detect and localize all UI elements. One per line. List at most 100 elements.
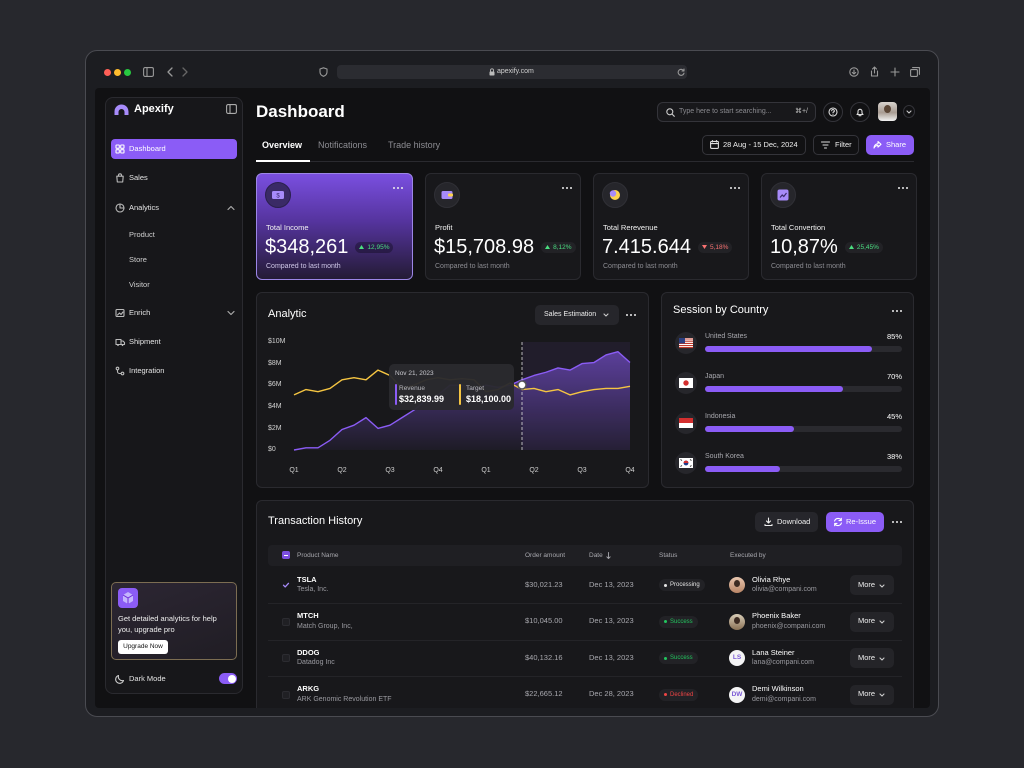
menu-dot (892, 521, 895, 524)
search-icon (666, 108, 675, 117)
status-dot (664, 656, 667, 660)
nav-item[interactable]: Analytics (129, 202, 160, 212)
hover-dot (517, 380, 527, 390)
bell-icon (856, 108, 864, 117)
analytic-dropdown[interactable] (535, 305, 619, 325)
dropdown-chevron (603, 313, 609, 317)
share-icon (873, 140, 882, 149)
flag (679, 378, 693, 388)
flag-part (679, 418, 693, 423)
stat-note: Compared to last month (435, 263, 510, 271)
x-tick-label: Q4 (625, 467, 635, 475)
upgrade-text: Get detailed analytics for help you, upg… (118, 614, 217, 634)
nav-item[interactable]: Sales (129, 172, 148, 182)
checkbox-dash (284, 554, 288, 556)
back-icon-part (167, 67, 173, 77)
back-icon (167, 67, 173, 77)
country-value: 45% (886, 411, 902, 421)
more-button[interactable] (850, 684, 894, 705)
analytic-dropdown-label: Sales Estimation (544, 311, 597, 319)
search-box[interactable] (657, 102, 816, 122)
stat-change-value: 25,45% (856, 243, 879, 251)
share-icon-part (873, 140, 882, 149)
stat-icon-part (272, 191, 284, 199)
download-button[interactable] (755, 512, 818, 532)
stat-value: 10,87% (770, 236, 838, 258)
row-checkbox[interactable] (282, 690, 290, 699)
executor-name: Olivia Rhye (752, 574, 791, 584)
nav-item[interactable]: Shipment (129, 336, 161, 346)
tab[interactable]: Notifications (318, 139, 368, 150)
upgrade-button[interactable]: Upgrade Now (118, 640, 168, 654)
stat-label: Total Rerevenue (603, 222, 658, 232)
stat-icon-part (609, 190, 617, 197)
forward-icon (182, 67, 188, 77)
status-label: Processing (670, 582, 700, 588)
nav-item[interactable]: Product (129, 229, 155, 239)
trend-arrow (359, 245, 365, 249)
help-button[interactable] (823, 102, 843, 122)
calendar-icon-part (710, 139, 719, 145)
sort-icon-part (606, 552, 611, 559)
nav-icon-part (116, 369, 122, 375)
country-name: United States (705, 333, 748, 341)
help-icon-part (831, 108, 835, 114)
bar (705, 466, 780, 472)
country-value: 38% (886, 451, 902, 461)
more-button[interactable] (850, 648, 894, 668)
window-button[interactable] (114, 69, 121, 76)
tab-underline (256, 159, 310, 162)
date-range-button[interactable] (702, 135, 806, 155)
nav-icon-part (115, 308, 125, 318)
upgrade-icon-part (122, 594, 134, 604)
menu-dot (734, 187, 737, 190)
filter-label: Filter (835, 139, 852, 149)
row-checkbox[interactable] (282, 617, 290, 626)
filter-icon-part (820, 141, 831, 149)
row-checkbox[interactable] (282, 654, 290, 662)
nav-item[interactable]: Enrich (129, 307, 151, 317)
flag-part (680, 459, 692, 467)
window-button[interactable] (104, 69, 111, 76)
lock-icon (489, 68, 495, 76)
new-tab-icon (890, 67, 900, 77)
notification-button[interactable] (850, 102, 870, 122)
tab[interactable]: Overview (262, 139, 303, 150)
status-pill: Success (659, 615, 698, 628)
flag (679, 458, 693, 468)
nav-icon-part (121, 344, 124, 347)
stat-label: Total Convertion (771, 222, 826, 232)
account-menu[interactable] (903, 105, 915, 118)
upgrade-button-label: Upgrade Now (123, 643, 163, 651)
flag (679, 418, 693, 428)
menu-dot (630, 314, 633, 317)
stat-change: 25,45% (844, 241, 883, 253)
nav-item[interactable]: Dashboard (129, 143, 166, 153)
reissue-button[interactable] (826, 512, 884, 532)
nav-item[interactable]: Store (129, 254, 147, 264)
nav-icon (115, 308, 125, 318)
stat-change-value: 5,18% (709, 243, 729, 251)
nav-item[interactable]: Visitor (129, 279, 150, 289)
menu-dot (397, 187, 400, 190)
tab[interactable]: Trade history (388, 139, 441, 150)
search-shortcut: ⌘+/ (794, 108, 808, 116)
filter-button[interactable] (813, 135, 859, 155)
executor-email: demi@compani.com (752, 695, 816, 703)
company: Datadog Inc (297, 659, 335, 667)
share-button[interactable] (866, 135, 914, 155)
brand-logo (114, 104, 129, 115)
more-chevron-part (879, 620, 885, 624)
executor-email: lana@compani.com (752, 659, 814, 667)
order-amount: $30,021.23 (525, 579, 563, 589)
x-tick-label: Q4 (433, 467, 443, 475)
sidebar-toggle-icon-part (143, 67, 154, 77)
nav-item[interactable]: Integration (129, 365, 165, 375)
nav-item-active[interactable] (111, 139, 237, 159)
trend-arrow-part (701, 245, 707, 249)
chart-tooltip (389, 364, 514, 410)
moon-icon-part (115, 674, 125, 684)
more-button[interactable] (850, 611, 894, 632)
more-button[interactable] (850, 575, 894, 595)
window-button[interactable] (124, 69, 131, 76)
